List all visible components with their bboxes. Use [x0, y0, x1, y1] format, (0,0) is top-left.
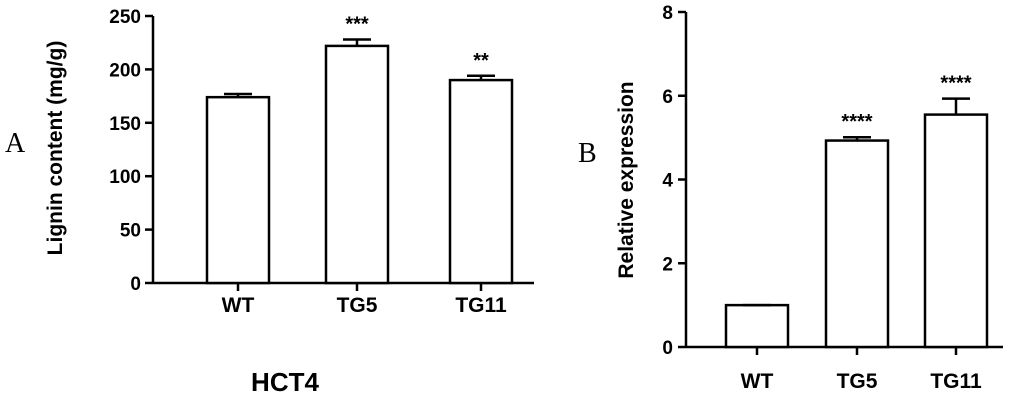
bar-tg5 [324, 44, 390, 285]
significance-label: **** [841, 111, 872, 133]
significance-label: **** [940, 73, 971, 95]
y-tick-label: 2 [662, 254, 673, 275]
chart-panel-b: B Relative expression 0 2 4 6 8 WT TG5 **** TG1… [578, 3, 1003, 393]
panel-label-a: A [5, 128, 26, 159]
bar-tg11 [923, 113, 989, 349]
bar-wt [724, 303, 790, 349]
x-tick-label: WT [222, 294, 255, 317]
y-tick-label: 0 [130, 274, 141, 295]
y-tick-label: 4 [662, 171, 673, 192]
y-tick-label: 6 [662, 87, 673, 108]
significance-label: *** [345, 13, 369, 35]
chart-subtitle-a: HCT4 [251, 367, 319, 397]
y-tick-label: 50 [120, 221, 141, 242]
y-tick-label: 150 [109, 114, 141, 135]
x-tick-label: TG5 [337, 294, 378, 317]
y-tick-label: 250 [109, 7, 141, 28]
x-tick-label: TG5 [837, 370, 878, 393]
y-axis-title-a: Lignin content (mg/g) [44, 41, 67, 256]
y-tick-label: 8 [662, 3, 673, 24]
panel-label-b: B [578, 138, 597, 169]
bar-tg11 [448, 78, 514, 285]
significance-label: ** [473, 50, 489, 72]
y-axis-title-b: Relative expression [615, 81, 638, 278]
x-tick-label: TG11 [455, 294, 507, 317]
x-tick-label: WT [741, 370, 774, 393]
x-tick-label: TG11 [930, 370, 982, 393]
y-tick-label: 200 [109, 60, 141, 81]
bar-wt [205, 95, 271, 285]
chart-panel-a: A Lignin content (mg/g) HCT4 0 50 100 150 20… [5, 7, 534, 397]
y-tick-label: 100 [109, 167, 141, 188]
y-tick-label: 0 [662, 338, 673, 359]
bar-tg5 [824, 139, 890, 349]
